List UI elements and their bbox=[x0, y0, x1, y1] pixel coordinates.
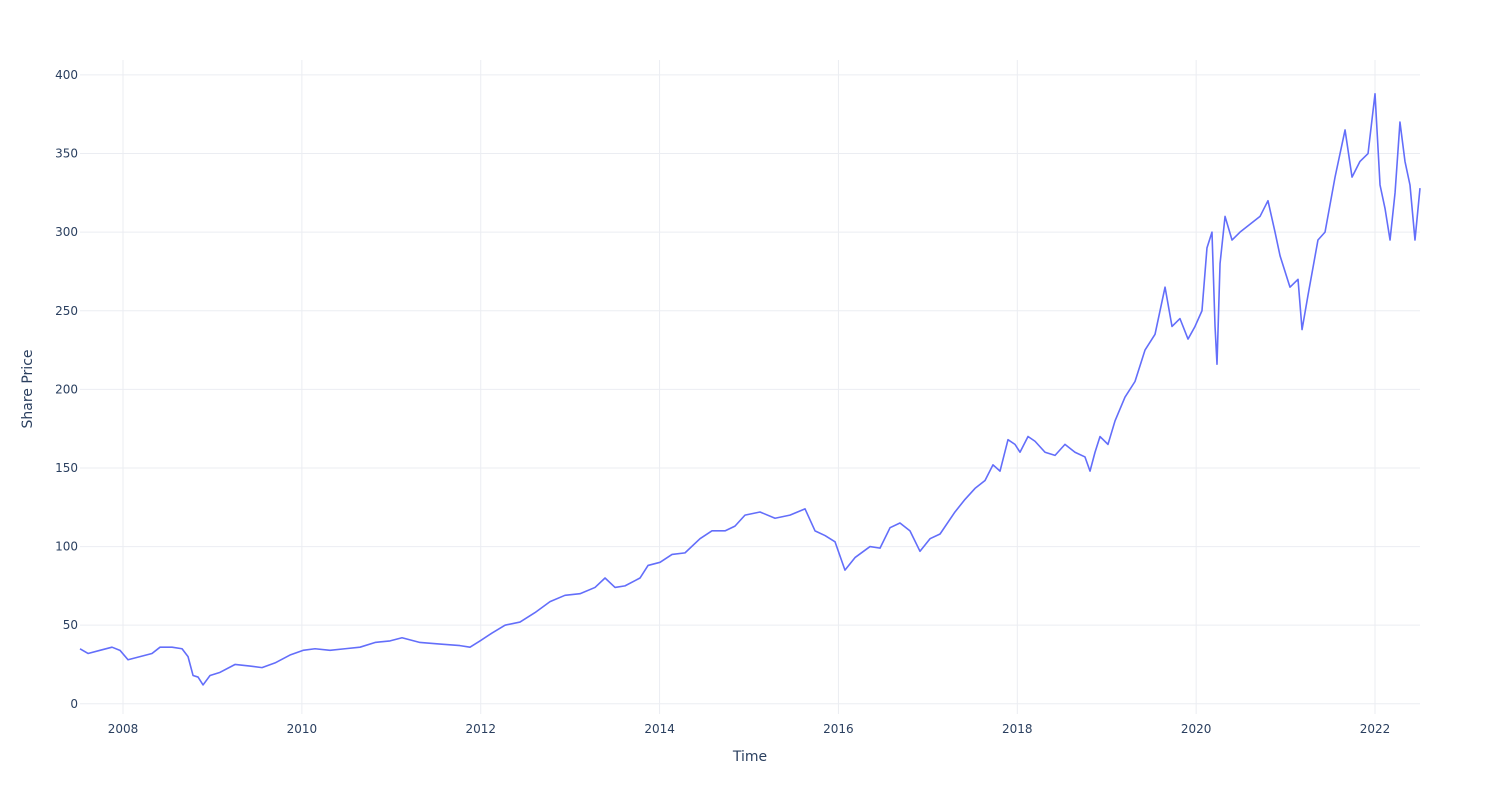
y-tick-label: 400 bbox=[55, 68, 78, 82]
x-tick-label: 2022 bbox=[1360, 722, 1391, 736]
y-tick-label: 0 bbox=[70, 697, 78, 711]
y-tick-label: 150 bbox=[55, 461, 78, 475]
y-tick-label: 350 bbox=[55, 147, 78, 161]
x-tick-label: 2016 bbox=[823, 722, 854, 736]
x-tick-label: 2012 bbox=[465, 722, 496, 736]
y-tick-label: 300 bbox=[55, 225, 78, 239]
x-tick-label: 2018 bbox=[1002, 722, 1033, 736]
y-tick-label: 100 bbox=[55, 540, 78, 554]
x-tick-label: 2008 bbox=[108, 722, 139, 736]
x-tick-label: 2010 bbox=[287, 722, 318, 736]
x-tick-label: 2020 bbox=[1181, 722, 1212, 736]
x-tick-label: 2014 bbox=[644, 722, 675, 736]
price-line bbox=[79, 93, 1421, 686]
y-tick-label: 50 bbox=[63, 618, 78, 632]
y-tick-label: 200 bbox=[55, 382, 78, 396]
y-axis-title: Share Price bbox=[20, 349, 36, 428]
y-tick-label: 250 bbox=[55, 304, 78, 318]
x-axis-title: Time bbox=[732, 749, 767, 765]
